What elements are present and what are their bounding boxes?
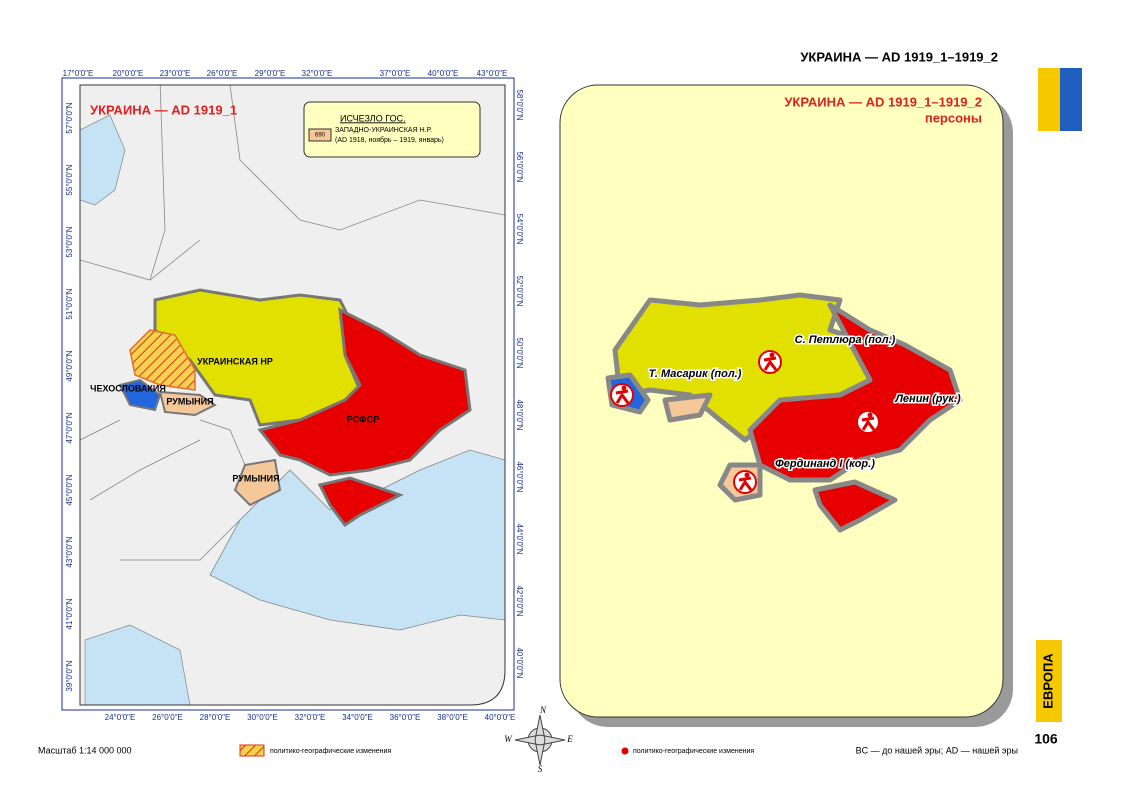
lat-label: 56°0'0"N (515, 151, 524, 182)
lat-label: 53°0'0"N (65, 226, 74, 257)
person-marker (610, 383, 634, 407)
lon-label: 34°0'0"E (342, 713, 373, 722)
lon-label: 43°0'0"E (477, 69, 508, 78)
lat-label: 57°0'0"N (65, 102, 74, 133)
person-label: Ленин (рук.) (894, 393, 961, 405)
person-figure (615, 389, 630, 404)
lon-label: 38°0'0"E (437, 713, 468, 722)
lon-label: 36°0'0"E (390, 713, 421, 722)
lat-label: 43°0'0"N (65, 536, 74, 567)
lat-label: 45°0'0"N (65, 474, 74, 505)
person-head (867, 412, 873, 418)
scale: Масштаб 1:14 000 000 (38, 745, 132, 755)
section-tab (1036, 640, 1062, 722)
lat-label: 51°0'0"N (65, 288, 74, 319)
legend-period: (AD 1918, ноябрь – 1919, январь) (335, 136, 444, 144)
lat-label: 55°0'0"N (65, 164, 74, 195)
lon-label: 32°0'0"E (295, 713, 326, 722)
section-label: ЕВРОПА (1040, 653, 1055, 709)
page-number: 106 (1034, 731, 1058, 747)
lon-label: 40°0'0"E (428, 69, 459, 78)
lon-label: 37°0'0"E (380, 69, 411, 78)
person-figure (861, 416, 876, 431)
compass-letter: S (538, 764, 543, 774)
lat-label: 41°0'0"N (65, 598, 74, 629)
person-label: Т. Масарик (пол.) (649, 368, 742, 380)
region-label: РУМЫНИЯ (232, 473, 279, 483)
lon-label: 28°0'0"E (200, 713, 231, 722)
right-map-title: УКРАИНА — AD 1919_1–1919_2 (784, 94, 982, 109)
lon-label: 30°0'0"E (247, 713, 278, 722)
person-marker (733, 470, 757, 494)
lat-label: 46°0'0"N (515, 461, 524, 492)
right-map-subtitle: персоны (925, 110, 982, 125)
footer-legend-right: политико-географические изменения (633, 748, 754, 755)
lat-label: 50°0'0"N (515, 337, 524, 368)
region-label: ЧЕХОСЛОВАКИЯ (90, 383, 166, 393)
legend-dot (621, 747, 629, 755)
person-label: Фердинанд I (кор.) (775, 458, 875, 470)
person-marker (758, 350, 782, 374)
left-map (80, 85, 505, 705)
compass-letter: W (504, 734, 513, 744)
legend-box (303, 101, 481, 158)
lon-label: 26°0'0"E (207, 69, 238, 78)
lon-label: 32°0'0"E (302, 69, 333, 78)
lat-label: 39°0'0"N (65, 660, 74, 691)
lon-label: 20°0'0"E (113, 69, 144, 78)
person-figure (763, 356, 778, 371)
lat-label: 44°0'0"N (515, 523, 524, 554)
left-map-title: УКРАИНА — AD 1919_1 (90, 102, 237, 117)
lon-label: 17°0'0"E (63, 69, 94, 78)
lat-label: 49°0'0"N (65, 350, 74, 381)
lon-label: 24°0'0"E (105, 713, 136, 722)
lat-label: 40°0'0"N (515, 647, 524, 678)
legend-title: ИСЧЕЗЛО ГОС. (340, 113, 406, 123)
legend-hatch (239, 744, 265, 757)
region-label: РСФСР (347, 414, 379, 424)
lon-label: 26°0'0"E (152, 713, 183, 722)
footer-note: BC — до нашей эры; AD — нашей эры (856, 745, 1018, 755)
flag-yellow (1038, 68, 1060, 131)
legend-swatch (308, 128, 332, 142)
lat-label: 42°0'0"N (515, 585, 524, 616)
region-label: РУМЫНИЯ (166, 396, 213, 406)
lon-label: 23°0'0"E (160, 69, 191, 78)
right-map (605, 292, 963, 533)
person-figure (738, 476, 753, 491)
legend-code: 690 (315, 133, 326, 139)
lat-label: 54°0'0"N (515, 213, 524, 244)
lat-label: 47°0'0"N (65, 412, 74, 443)
person-label: С. Петлюра (пол.) (795, 334, 896, 346)
page-header: УКРАИНА — AD 1919_1–1919_2 (800, 49, 998, 64)
person-marker (856, 410, 880, 434)
compass-letter: N (539, 705, 547, 715)
lon-label: 29°0'0"E (255, 69, 286, 78)
person-head (621, 385, 627, 391)
compass-letter: E (566, 734, 573, 744)
person-head (769, 352, 775, 358)
compass (514, 714, 566, 766)
person-head (744, 472, 750, 478)
lat-label: 48°0'0"N (515, 399, 524, 430)
flag-blue (1060, 68, 1082, 131)
lat-label: 52°0'0"N (515, 275, 524, 306)
lon-label: 40°0'0"E (485, 713, 516, 722)
region-label: УКРАИНСКАЯ НР (197, 356, 273, 366)
lat-label: 58°0'0"N (515, 89, 524, 120)
legend-name: ЗАПАДНО-УКРАИНСКАЯ Н.Р. (335, 127, 432, 134)
footer-legend-left: политико-географические изменения (270, 748, 391, 755)
